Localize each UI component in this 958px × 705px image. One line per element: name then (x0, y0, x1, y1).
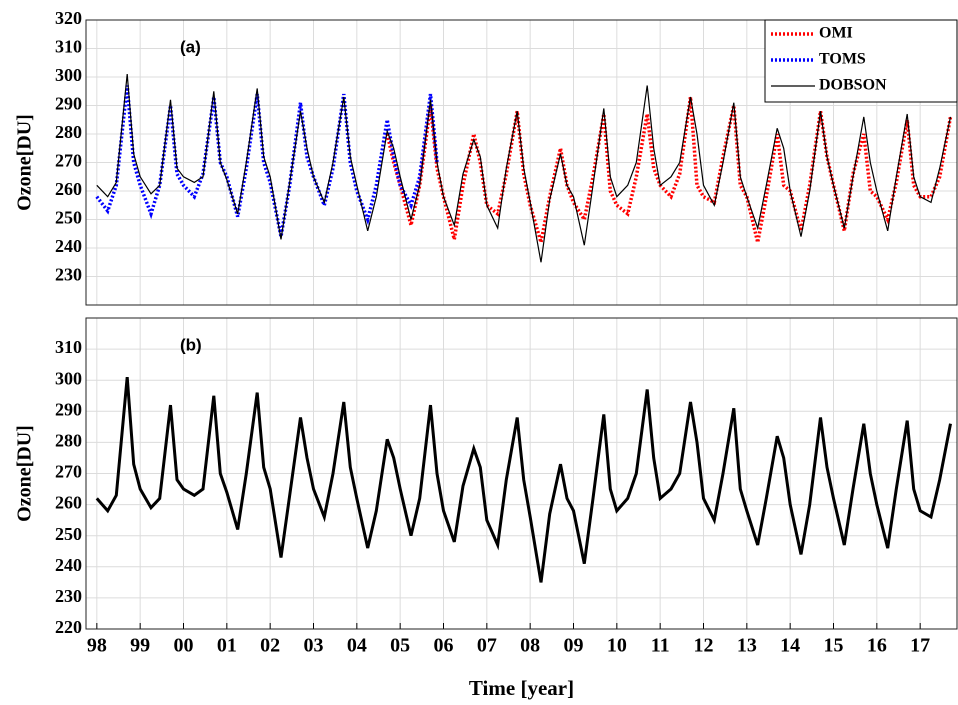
x-tick-label: 12 (694, 635, 714, 657)
x-tick-label: 10 (607, 635, 627, 657)
x-tick-label: 02 (260, 635, 280, 657)
y-tick-label: 280 (55, 122, 82, 142)
y-tick-label: 290 (55, 94, 82, 114)
x-tick-label: 09 (564, 635, 584, 657)
y-tick-label: 230 (55, 265, 82, 285)
series-line (385, 96, 953, 243)
x-tick-label: 01 (217, 635, 237, 657)
series-line (96, 74, 952, 263)
x-tick-label: 15 (824, 635, 844, 657)
y-tick-label: 240 (55, 555, 82, 575)
x-tick-label: 16 (867, 635, 887, 657)
x-tick-label: 04 (347, 635, 367, 657)
legend-label: DOBSON (819, 77, 887, 94)
y-tick-label: 260 (55, 493, 82, 513)
x-tick-label: 14 (780, 635, 800, 657)
panel-label: (a) (180, 37, 201, 56)
x-tick-label: 99 (130, 635, 150, 657)
plot-frame (85, 19, 958, 306)
y-tick-label: 260 (55, 179, 82, 199)
x-tick-label: 98 (87, 635, 107, 657)
y-tick-label: 300 (55, 368, 82, 388)
y-tick-label: 310 (55, 37, 82, 57)
series-line (95, 85, 439, 237)
y-tick-label: 320 (55, 8, 82, 28)
x-tick-label: 00 (174, 635, 194, 657)
y-tick-label: 270 (55, 462, 82, 482)
x-tick-label: 17 (910, 635, 930, 657)
x-tick-label: 11 (651, 635, 670, 657)
legend-label: OMI (819, 25, 853, 42)
y-axis-label: Ozone[DU] (14, 114, 36, 211)
panel-label: (b) (180, 335, 202, 354)
x-tick-label: 07 (477, 635, 497, 657)
series-line (95, 376, 952, 583)
y-tick-label: 290 (55, 399, 82, 419)
x-tick-label: 06 (434, 635, 454, 657)
x-tick-label: 05 (390, 635, 410, 657)
y-tick-label: 240 (55, 236, 82, 256)
y-tick-label: 270 (55, 151, 82, 171)
y-tick-label: 280 (55, 431, 82, 451)
y-tick-label: 250 (55, 208, 82, 228)
x-tick-label: 08 (520, 635, 540, 657)
legend-label: TOMS (819, 51, 866, 68)
y-tick-label: 310 (55, 337, 82, 357)
plot-frame (85, 317, 958, 630)
y-tick-label: 250 (55, 524, 82, 544)
x-tick-label: 13 (737, 635, 757, 657)
y-axis-label: Ozone[DU] (14, 425, 36, 522)
x-axis-label: Time [year] (469, 676, 574, 700)
y-tick-label: 220 (55, 617, 82, 637)
y-tick-label: 230 (55, 586, 82, 606)
x-tick-label: 03 (304, 635, 324, 657)
y-tick-label: 300 (55, 65, 82, 85)
